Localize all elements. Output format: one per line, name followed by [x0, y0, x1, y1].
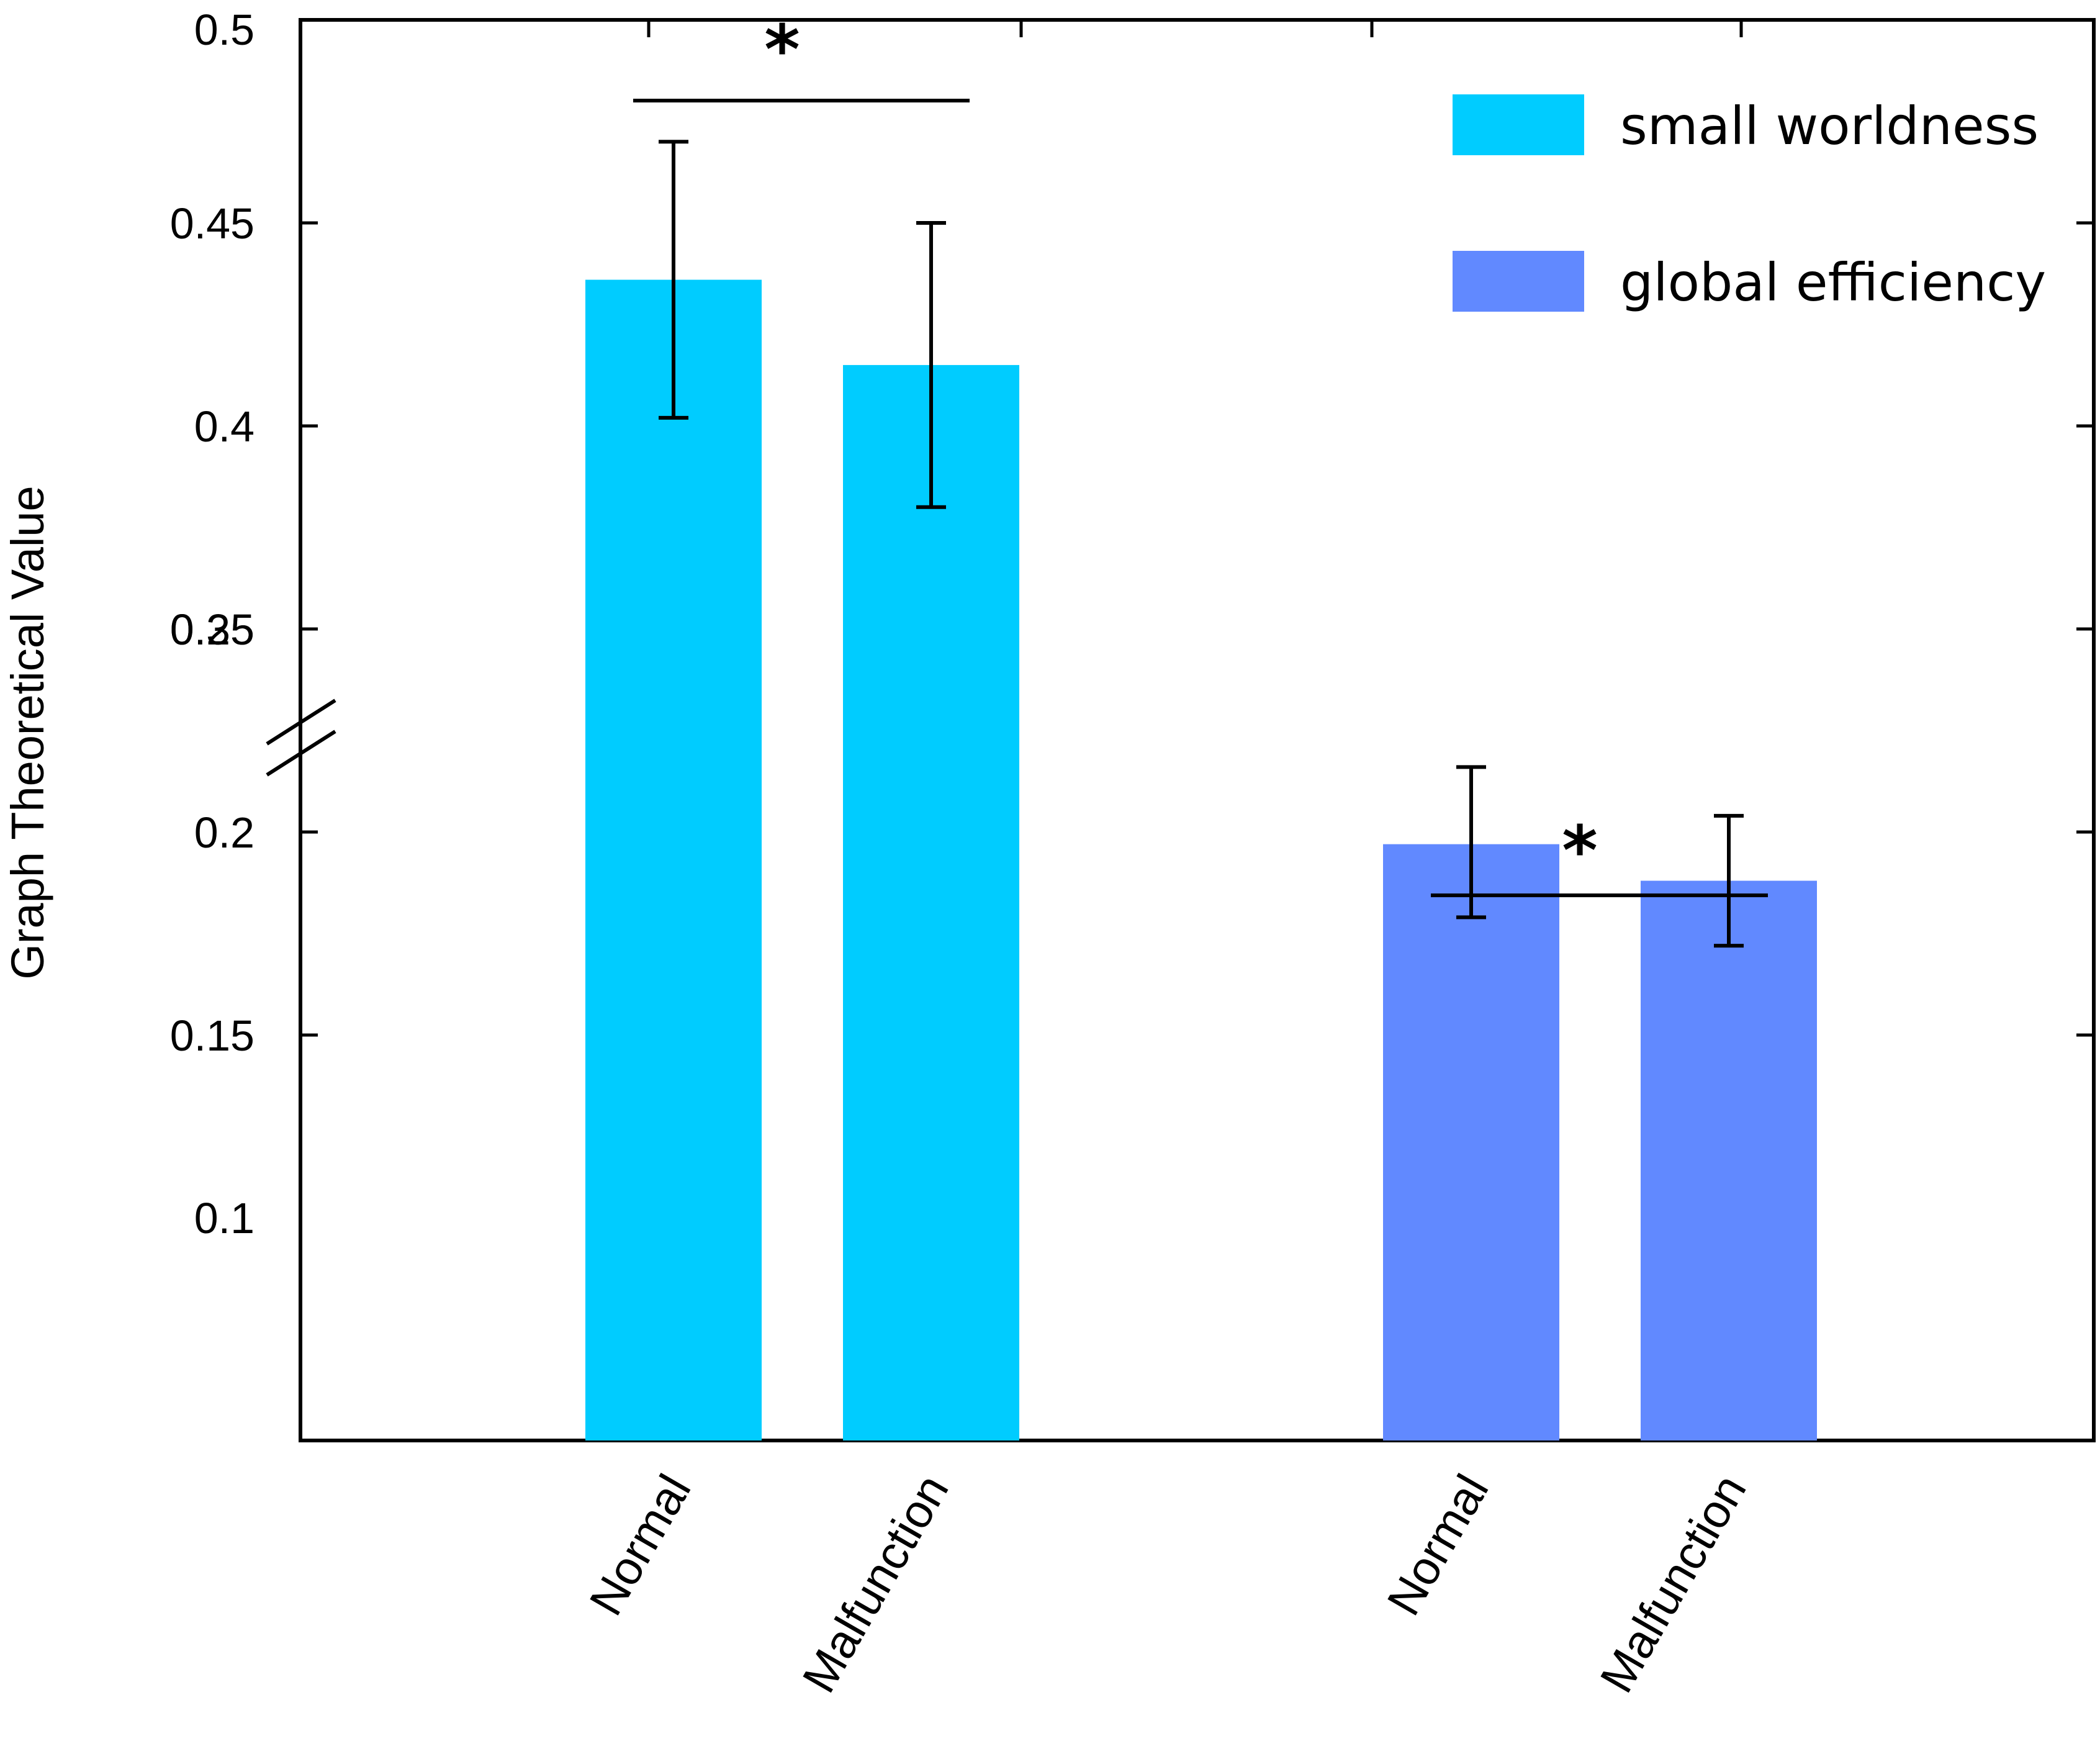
- y-tick-label: 0.4: [194, 402, 255, 451]
- bar: [1641, 880, 1817, 1440]
- axis-break-line-2: [266, 730, 336, 777]
- legend-swatch-global-efficiency: [1453, 251, 1584, 312]
- y-axis-title: Graph Theoretical Value: [2, 486, 53, 979]
- y-tick-label: 0.35: [170, 605, 255, 654]
- significance-asterisk: *: [764, 10, 800, 89]
- y-tick-label: 0.25: [170, 605, 255, 654]
- significance-asterisk: *: [1562, 811, 1598, 890]
- top-axis-ticks: [647, 20, 1743, 37]
- x-category-label: Normal: [1377, 1466, 1499, 1624]
- legend-label-small-worldness: small worldness: [1620, 96, 2039, 156]
- error-bars: [659, 140, 1744, 948]
- y-tick-label: 0.15: [170, 1011, 255, 1060]
- legend: small worldness global efficiency: [1453, 94, 2046, 313]
- y-tick-label: 0.5: [194, 6, 255, 54]
- legend-label-global-efficiency: global efficiency: [1620, 252, 2046, 313]
- x-axis-labels: Normal Malfunction Normal Malfunction: [580, 1466, 1757, 1701]
- y-axis: 0.1 0.15 0.2 0.250.35 0.4 0.45 0.5: [170, 6, 2094, 1242]
- axis-break-line-1: [266, 699, 336, 746]
- bar: [585, 279, 762, 1440]
- plot-frame: [299, 18, 2096, 1442]
- axis-break-marks: [266, 699, 336, 777]
- bars: [585, 279, 1817, 1440]
- x-category-label: Normal: [580, 1466, 701, 1624]
- x-category-label: Malfunction: [793, 1466, 959, 1701]
- y-tick-label: 0.1: [194, 1194, 255, 1242]
- x-category-label: Malfunction: [1590, 1466, 1757, 1701]
- bar: [843, 364, 1019, 1440]
- legend-swatch-small-worldness: [1453, 94, 1584, 155]
- y-tick-label: 0.45: [170, 199, 255, 248]
- bar: [1383, 844, 1559, 1440]
- y-tick-label: 0.2: [194, 808, 255, 857]
- significance-markers: **: [633, 10, 1768, 897]
